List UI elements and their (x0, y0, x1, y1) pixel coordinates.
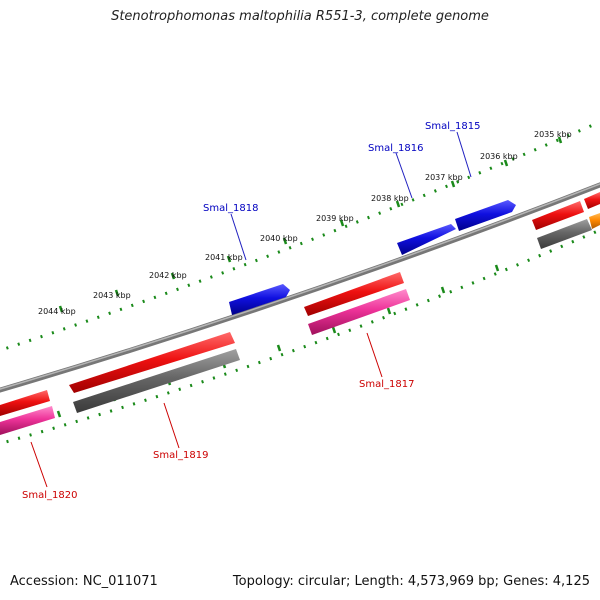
gene-feature-smal-1816[interactable] (397, 224, 456, 255)
kbp-label-2035: 2035 kbp (534, 130, 572, 139)
feature-gray-1819[interactable] (73, 349, 240, 413)
accession-info: Accession: NC_011071 (10, 574, 158, 589)
gene-feature-smal-1817[interactable] (304, 272, 404, 316)
kbp-label-2040: 2040 kbp (260, 234, 298, 243)
label-leaders (30, 131, 472, 488)
kbp-label-2038: 2038 kbp (371, 194, 409, 203)
gene-feature-smal-1820[interactable] (0, 390, 50, 416)
accession-value: NC_011071 (82, 574, 158, 589)
accession-label: Accession: (10, 574, 79, 589)
gene-label-smal-1815[interactable]: Smal_1815 (425, 121, 480, 132)
genome-backbone (0, 182, 600, 393)
kbp-label-2043: 2043 kbp (93, 291, 131, 300)
feature-pink-1817[interactable] (308, 289, 410, 335)
kbp-label-2044: 2044 kbp (38, 307, 76, 316)
gene-feature-smal-1815[interactable] (455, 200, 516, 231)
gene-feature-smal-1818[interactable] (229, 284, 290, 315)
kbp-label-2042: 2042 kbp (149, 271, 187, 280)
feature-right-gray[interactable] (537, 219, 592, 249)
gene-feature-right-edge-red[interactable] (584, 192, 600, 209)
genome-stats: Topology: circular; Length: 4,573,969 bp… (232, 574, 590, 589)
gene-label-smal-1820[interactable]: Smal_1820 (22, 490, 77, 501)
gene-feature-right-red[interactable] (532, 201, 584, 230)
gene-label-smal-1816[interactable]: Smal_1816 (368, 143, 423, 154)
kbp-label-2037: 2037 kbp (425, 173, 463, 182)
map-title: Stenotrophomonas maltophilia R551-3, com… (111, 9, 489, 24)
genome-backbone-highlight (0, 183, 600, 390)
kbp-label-2036: 2036 kbp (480, 152, 518, 161)
feature-pink-1820[interactable] (0, 406, 55, 435)
gene-feature-smal-1819[interactable] (69, 332, 235, 393)
kbp-label-2041: 2041 kbp (205, 253, 243, 262)
major-ticks (56, 136, 563, 418)
gene-label-smal-1819[interactable]: Smal_1819 (153, 450, 208, 461)
inner-tick-track (0, 228, 600, 446)
gene-label-smal-1817[interactable]: Smal_1817 (359, 379, 414, 390)
gene-label-smal-1818[interactable]: Smal_1818 (203, 203, 258, 214)
kbp-label-2039: 2039 kbp (316, 214, 354, 223)
feature-right-orange[interactable] (589, 213, 600, 229)
